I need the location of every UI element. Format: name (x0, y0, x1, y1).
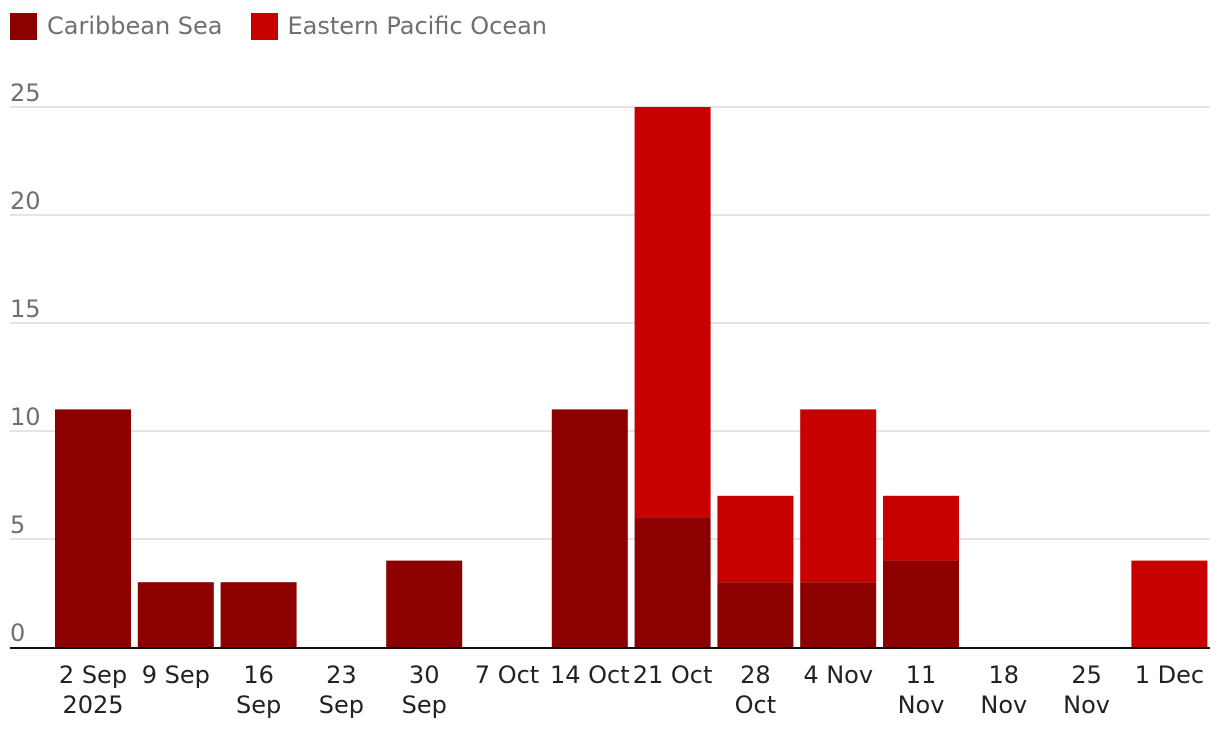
legend-swatch-eastern-pacific (250, 12, 278, 40)
bar-caribbean-9 (800, 582, 877, 647)
bar-pacific-10 (883, 495, 959, 561)
x-tick-label-13: 1 Dec (1135, 661, 1204, 689)
bar-pacific-9 (800, 409, 877, 583)
x-tick-label-1: 9 Sep (142, 661, 210, 689)
y-tick-label-0: 0 (10, 619, 25, 647)
x-tick-label-9: 4 Nov (803, 661, 873, 689)
x-tick-label-10: 11 Nov (898, 661, 945, 719)
x-tick-label-8: 28 Oct (735, 661, 777, 719)
bar-pacific-7 (634, 107, 711, 518)
bar-caribbean-7 (634, 517, 711, 647)
bar-caribbean-8 (717, 582, 794, 647)
x-tick-label-5: 7 Oct (475, 661, 539, 689)
bar-caribbean-0 (55, 409, 131, 647)
x-tick-label-6: 14 Oct (550, 661, 630, 689)
x-tick-label-3: 23 Sep (319, 661, 364, 719)
legend-label-caribbean-sea: Caribbean Sea (47, 12, 223, 40)
bar-caribbean-4 (386, 560, 463, 647)
chart-legend: Caribbean Sea Eastern Pacific Ocean (10, 12, 547, 40)
x-tick-label-2: 16 Sep (236, 661, 281, 719)
y-tick-label-25: 25 (10, 79, 41, 107)
x-tick-label-0: 2 Sep 2025 (59, 661, 127, 719)
y-tick-label-5: 5 (10, 511, 25, 539)
legend-item-eastern-pacific: Eastern Pacific Ocean (250, 12, 548, 40)
legend-label-eastern-pacific: Eastern Pacific Ocean (287, 12, 548, 40)
legend-item-caribbean-sea: Caribbean Sea (10, 12, 223, 40)
legend-swatch-caribbean-sea (10, 12, 37, 40)
bar-caribbean-6 (551, 409, 628, 647)
bar-pacific-13 (1131, 560, 1208, 647)
x-tick-label-11: 18 Nov (980, 661, 1027, 719)
bar-caribbean-1 (137, 582, 214, 647)
y-tick-label-15: 15 (10, 295, 41, 323)
bar-caribbean-2 (220, 582, 297, 647)
y-tick-label-20: 20 (10, 187, 41, 215)
bar-pacific-8 (717, 495, 794, 583)
x-tick-label-4: 30 Sep (402, 661, 447, 719)
x-tick-label-7: 21 Oct (633, 661, 713, 689)
bar-caribbean-10 (883, 560, 959, 647)
y-tick-label-10: 10 (10, 403, 41, 431)
x-tick-label-12: 25 Nov (1063, 661, 1110, 719)
